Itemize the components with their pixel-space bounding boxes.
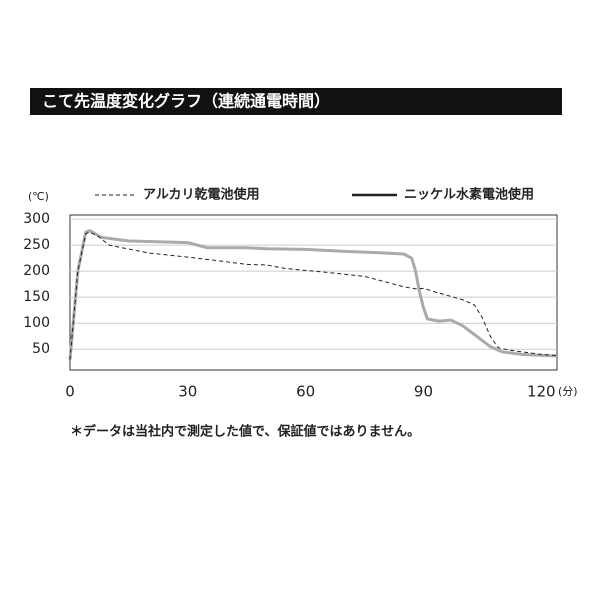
plot-frame [69, 214, 558, 371]
x-tick-label: 120 [527, 383, 556, 401]
x-tick-label: 90 [414, 383, 433, 401]
series-line [68, 229, 558, 360]
series-line [69, 231, 558, 360]
y-tick-label: 100 [23, 315, 50, 331]
x-tick-label: 60 [296, 383, 315, 401]
note: ＊データは当社内で測定した値で、保証値ではありません。 [70, 424, 420, 440]
y-tick-label: 150 [23, 289, 50, 305]
x-tick-label: 30 [178, 383, 197, 401]
chart-title: こて先温度変化グラフ（連続通電時間） [42, 92, 330, 111]
legend-label: アルカリ乾電池使用 [143, 187, 259, 203]
y-tick-label: 250 [23, 237, 50, 253]
title-bar [30, 88, 562, 115]
legend-label: ニッケル水素電池使用 [404, 187, 534, 203]
y-unit: (℃) [28, 190, 49, 203]
x-tick-label: 0 [65, 383, 75, 401]
x-unit: (分) [558, 385, 578, 398]
y-tick-label: 200 [23, 263, 50, 279]
y-tick-label: 50 [32, 341, 50, 357]
y-tick-label: 300 [23, 211, 50, 227]
